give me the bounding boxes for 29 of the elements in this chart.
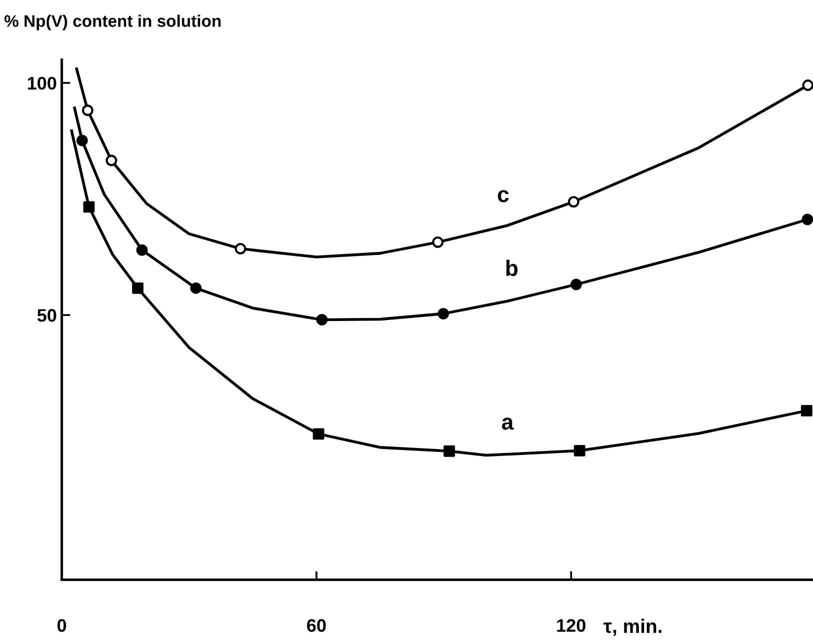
point [190, 282, 202, 294]
x-axis-title: τ, min. [603, 618, 662, 636]
y-tick-label: 50 [37, 309, 56, 322]
x-tick-label: 0 [57, 619, 66, 632]
point [570, 278, 582, 290]
annotation: a [502, 418, 514, 430]
point [312, 428, 324, 440]
point [83, 201, 95, 213]
point [106, 154, 118, 166]
annotation: b [506, 260, 518, 276]
point [568, 196, 580, 208]
point [800, 405, 812, 416]
point [132, 282, 144, 294]
point [438, 308, 450, 320]
point [234, 242, 246, 254]
y-tick-label: 100 [28, 76, 56, 90]
annotation: c [498, 190, 509, 202]
point [802, 80, 813, 91]
x-tick-label: 120 [557, 619, 586, 632]
x-tick-label: 60 [307, 619, 326, 632]
point [444, 445, 455, 457]
point [432, 236, 444, 248]
point [574, 444, 586, 456]
point [136, 244, 148, 256]
point [82, 104, 94, 116]
point [316, 314, 328, 326]
point [802, 214, 813, 226]
y-axis-title: % Np(V) content in solution [4, 14, 221, 30]
point [76, 134, 88, 146]
